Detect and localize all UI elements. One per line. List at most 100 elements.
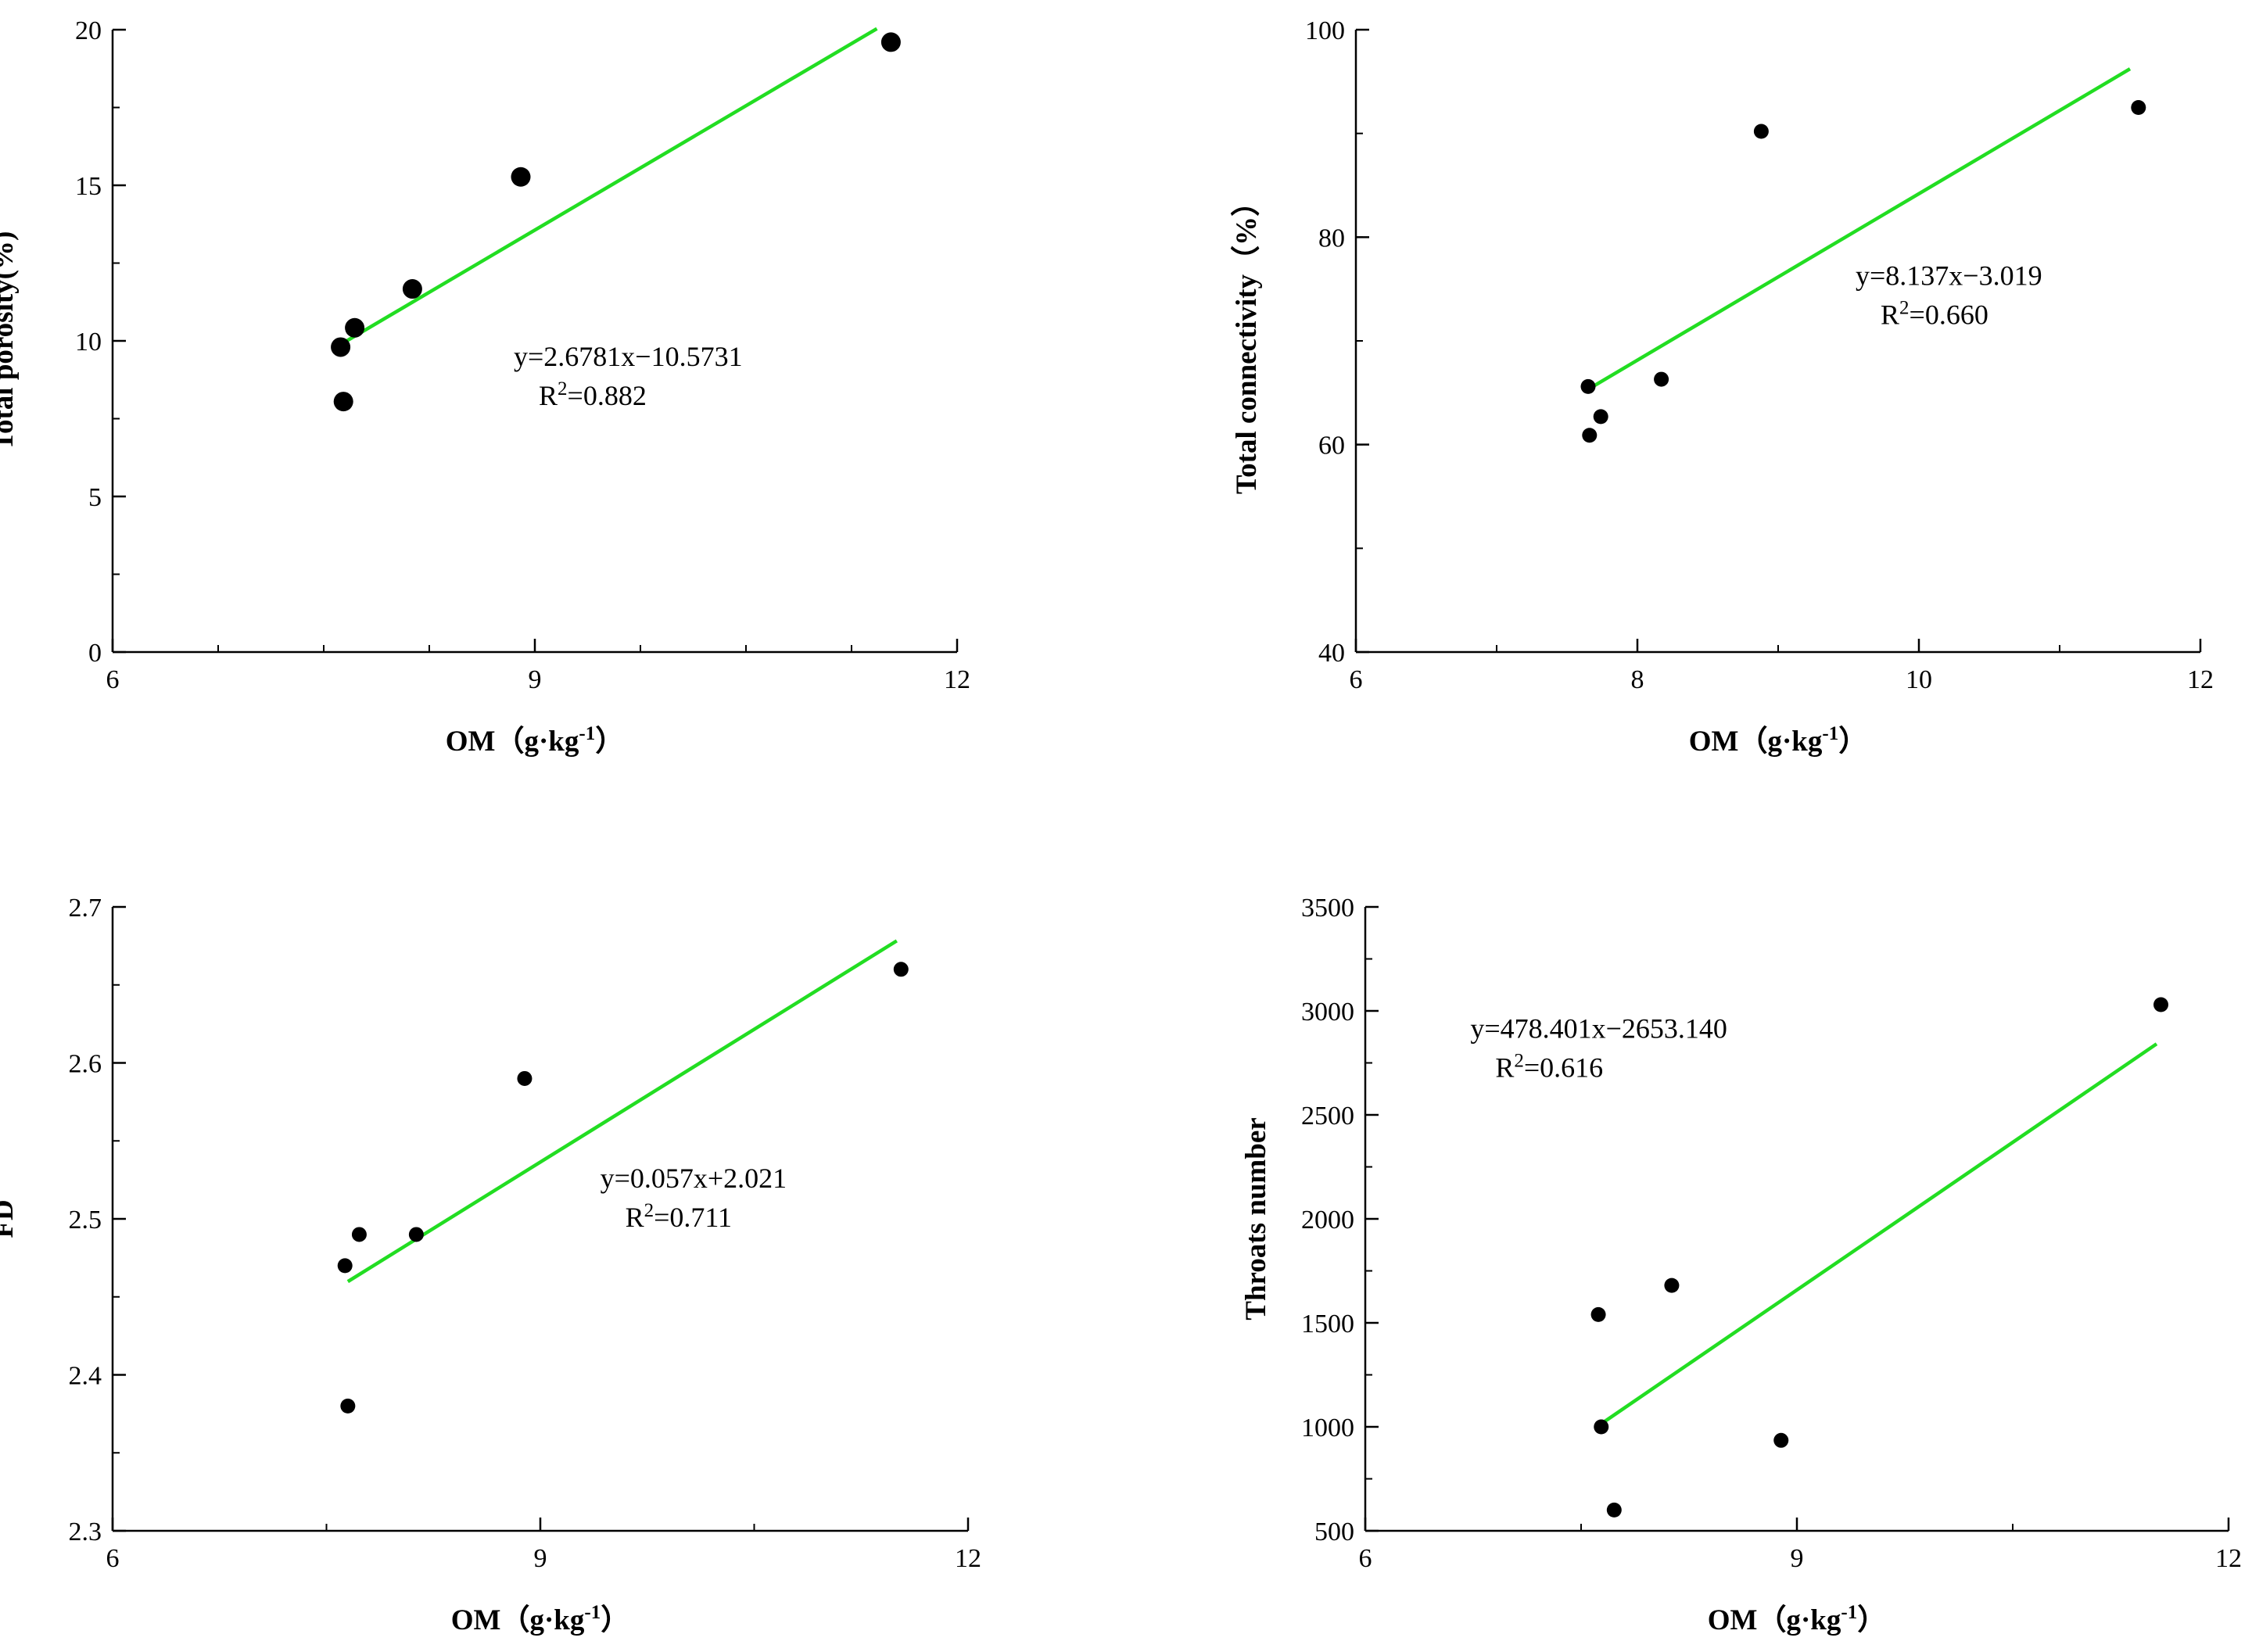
x-axis-title-sup: -1 (584, 1602, 601, 1623)
x-axis-title: OM（g·kg-1） (446, 723, 624, 758)
data-point (1582, 428, 1598, 443)
x-axis-title-main: OM（g·kg (446, 725, 579, 758)
x-tick-label: 12 (944, 665, 970, 694)
x-axis-title-close: ） (595, 725, 624, 758)
x-tick-label: 6 (106, 665, 120, 694)
x-tick-label: 6 (1350, 665, 1363, 694)
r-squared-value: =0.711 (654, 1202, 732, 1233)
data-point (1664, 1278, 1680, 1293)
y-axis-title: FD (0, 1199, 20, 1238)
y-tick-label: 15 (75, 172, 102, 201)
x-tick-label: 9 (529, 665, 542, 694)
y-tick-label: 2500 (1301, 1102, 1354, 1131)
regression-equation: y=0.057x+2.021 (601, 1163, 787, 1194)
r-squared-main: R (626, 1202, 644, 1233)
y-tick-label: 2.6 (69, 1050, 102, 1079)
x-axis-title-sup: -1 (579, 723, 595, 744)
x-tick-label: 12 (2215, 1544, 2242, 1573)
y-tick-label: 80 (1318, 224, 1345, 253)
data-point (337, 1258, 353, 1274)
data-point (331, 337, 351, 357)
y-tick-label: 0 (88, 639, 102, 668)
y-tick-label: 100 (1305, 16, 1345, 45)
data-point (340, 1398, 356, 1414)
y-axis-title: Total connectivity（%） (1230, 188, 1263, 494)
r-squared-value: =0.660 (1910, 299, 1988, 330)
x-tick-label: 12 (955, 1544, 981, 1573)
chart-total-porosity: 6 9 12 0 5 10 15 20 OM（g·kg-1） Total porosity(%) y… (0, 16, 970, 758)
r-squared-sup: 2 (558, 378, 568, 400)
regression-equation: y=478.401x−2653.140 (1470, 1013, 1727, 1045)
y-tick-label: 2.5 (69, 1206, 102, 1235)
r-squared-value: =0.616 (1524, 1052, 1603, 1084)
x-axis-title-sup: -1 (1822, 723, 1838, 744)
x-tick-label: 9 (534, 1544, 547, 1573)
x-axis-title-main: OM（g·kg (451, 1604, 585, 1636)
regression-equation: y=8.137x−3.019 (1856, 260, 2042, 291)
chart-throats-number: 6 9 12 500 1000 1500 2000 2500 3000 3500 OM（g·kg-1… (1240, 894, 2242, 1636)
r-squared-main: R (1881, 299, 1899, 330)
r-squared-main: R (1495, 1052, 1514, 1084)
data-point (1594, 1419, 1609, 1435)
data-point (402, 279, 422, 299)
y-tick-label: 1500 (1301, 1310, 1354, 1338)
x-tick-label: 6 (106, 1544, 120, 1573)
data-point (517, 1070, 533, 1086)
data-point (351, 1227, 367, 1242)
data-point (408, 1227, 424, 1242)
r-squared: R2=0.882 (539, 378, 647, 411)
data-point (1773, 1432, 1789, 1448)
data-point (345, 317, 365, 338)
y-tick-label: 40 (1318, 639, 1345, 668)
data-point (2131, 100, 2146, 115)
r-squared: R2=0.711 (626, 1200, 732, 1233)
data-point (1590, 1306, 1606, 1322)
x-tick-label: 10 (1906, 665, 1932, 694)
x-axis-title-close: ） (1857, 1604, 1886, 1636)
y-tick-label: 3500 (1301, 894, 1354, 923)
r-squared: R2=0.616 (1495, 1051, 1603, 1084)
x-tick-label: 9 (1791, 1544, 1804, 1573)
x-axis-title-close: ） (601, 1604, 629, 1636)
r-squared-main: R (539, 380, 558, 411)
regression-equation: y=2.6781x−10.5731 (514, 341, 743, 372)
y-tick-label: 20 (75, 16, 102, 45)
chart-total-connectivity: 6 8 10 12 40 60 80 100 OM（g·kg-1） Total connectiv… (1230, 16, 2214, 758)
data-point (511, 167, 531, 187)
x-axis-title: OM（g·kg-1） (1689, 723, 1867, 758)
x-axis-title: OM（g·kg-1） (1708, 1602, 1886, 1636)
r-squared: R2=0.660 (1881, 297, 1988, 330)
y-tick-label: 500 (1314, 1518, 1354, 1546)
data-point (880, 32, 901, 52)
y-tick-label: 10 (75, 328, 102, 357)
x-tick-label: 12 (2187, 665, 2214, 694)
y-tick-label: 2.7 (69, 894, 102, 923)
regression-line (346, 939, 898, 1284)
x-axis-title-main: OM（g·kg (1689, 725, 1823, 758)
data-point (333, 392, 353, 412)
data-point (1753, 124, 1769, 139)
r-squared-sup: 2 (1514, 1051, 1524, 1072)
data-point (1654, 371, 1669, 387)
r-squared-sup: 2 (1899, 297, 1910, 318)
data-point (893, 962, 909, 977)
y-axis-title: Throats number (1240, 1117, 1272, 1320)
data-point (1593, 409, 1608, 425)
x-axis-title-main: OM（g·kg (1708, 1604, 1841, 1636)
data-point (1580, 378, 1596, 394)
y-tick-label: 2000 (1301, 1206, 1354, 1235)
x-axis-title-sup: -1 (1841, 1602, 1857, 1623)
regression-line (343, 27, 878, 344)
y-tick-label: 1000 (1301, 1414, 1354, 1442)
data-point (2153, 997, 2169, 1012)
x-tick-label: 8 (1631, 665, 1644, 694)
y-tick-label: 3000 (1301, 998, 1354, 1027)
x-tick-label: 6 (1359, 1544, 1372, 1573)
r-squared-value: =0.882 (568, 380, 647, 411)
chart-fd: 6 9 12 2.3 2.4 2.5 2.6 2.7 OM（g·kg-1） FD y=0.057x+… (0, 894, 981, 1636)
x-axis-title: OM（g·kg-1） (451, 1602, 629, 1636)
r-squared-sup: 2 (644, 1200, 654, 1221)
regression-line (1587, 67, 2132, 391)
y-tick-label: 2.4 (69, 1362, 102, 1391)
